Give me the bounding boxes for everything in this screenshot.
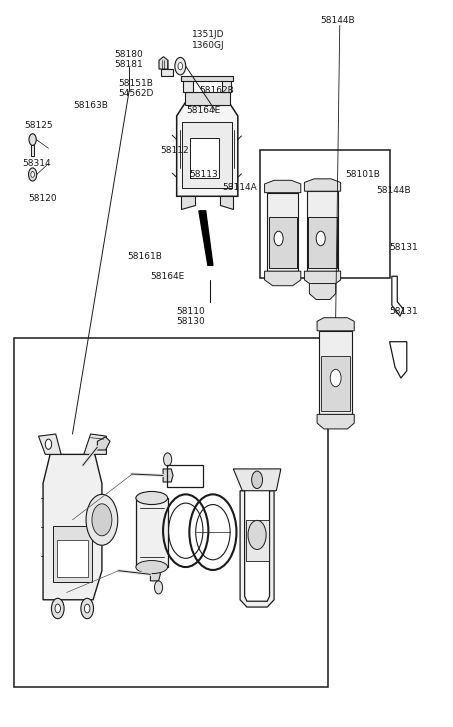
Text: 58120: 58120 bbox=[29, 194, 58, 203]
Bar bbox=[167, 465, 203, 487]
Bar bbox=[321, 356, 350, 411]
Polygon shape bbox=[304, 271, 341, 286]
Circle shape bbox=[175, 57, 186, 75]
Text: 58110
58130: 58110 58130 bbox=[176, 307, 205, 326]
Circle shape bbox=[154, 581, 163, 594]
Polygon shape bbox=[97, 437, 110, 450]
Text: 58180
58181: 58180 58181 bbox=[115, 50, 144, 69]
Text: 58163B: 58163B bbox=[73, 101, 108, 110]
Circle shape bbox=[274, 231, 283, 246]
Text: 58164E: 58164E bbox=[187, 106, 221, 115]
Polygon shape bbox=[181, 196, 195, 209]
Polygon shape bbox=[222, 80, 231, 92]
Bar bbox=[181, 76, 233, 81]
Text: 58131: 58131 bbox=[389, 307, 418, 316]
Bar bbox=[136, 498, 168, 567]
Text: 58131: 58131 bbox=[389, 243, 418, 252]
Polygon shape bbox=[267, 193, 298, 271]
Circle shape bbox=[86, 494, 118, 545]
Polygon shape bbox=[319, 331, 352, 414]
Bar bbox=[246, 520, 269, 561]
Polygon shape bbox=[31, 145, 34, 156]
Text: 58151B
54562D: 58151B 54562D bbox=[118, 79, 154, 98]
Circle shape bbox=[29, 134, 36, 145]
Bar bbox=[53, 526, 92, 582]
Circle shape bbox=[29, 168, 37, 181]
Text: 58101B: 58101B bbox=[345, 170, 380, 179]
Polygon shape bbox=[177, 102, 238, 196]
Circle shape bbox=[92, 504, 112, 536]
Circle shape bbox=[100, 439, 106, 449]
Circle shape bbox=[81, 598, 93, 619]
Polygon shape bbox=[43, 454, 102, 600]
Circle shape bbox=[55, 604, 61, 613]
Bar bbox=[260, 150, 390, 278]
Polygon shape bbox=[84, 434, 106, 454]
Circle shape bbox=[164, 453, 172, 466]
Polygon shape bbox=[309, 284, 336, 300]
Polygon shape bbox=[265, 271, 301, 286]
Circle shape bbox=[31, 172, 34, 177]
Circle shape bbox=[248, 521, 266, 550]
Bar bbox=[14, 338, 328, 687]
Circle shape bbox=[84, 604, 90, 613]
Text: 58125: 58125 bbox=[24, 121, 53, 129]
Polygon shape bbox=[39, 434, 61, 454]
Circle shape bbox=[330, 369, 341, 387]
Text: 58114A: 58114A bbox=[223, 183, 257, 192]
Polygon shape bbox=[199, 211, 213, 265]
Text: 58144B: 58144B bbox=[320, 16, 355, 25]
Circle shape bbox=[178, 63, 183, 70]
Bar bbox=[269, 217, 297, 268]
Bar bbox=[161, 69, 173, 76]
Text: 58164E: 58164E bbox=[150, 272, 185, 281]
Text: 58113: 58113 bbox=[189, 170, 218, 179]
Text: 58112: 58112 bbox=[160, 146, 189, 155]
Text: 1351JD
1360GJ: 1351JD 1360GJ bbox=[192, 31, 225, 49]
Polygon shape bbox=[159, 57, 168, 69]
Polygon shape bbox=[183, 80, 193, 92]
Polygon shape bbox=[317, 414, 354, 429]
Polygon shape bbox=[240, 491, 274, 607]
Bar bbox=[185, 92, 230, 105]
Polygon shape bbox=[150, 568, 160, 581]
Bar bbox=[190, 138, 219, 178]
Circle shape bbox=[52, 598, 64, 619]
Circle shape bbox=[252, 471, 262, 489]
Bar bbox=[182, 122, 232, 188]
Text: 58161B: 58161B bbox=[128, 252, 162, 261]
Polygon shape bbox=[317, 318, 354, 331]
Polygon shape bbox=[304, 179, 341, 191]
Bar bbox=[308, 217, 337, 268]
Ellipse shape bbox=[136, 491, 168, 505]
Bar bbox=[57, 540, 88, 577]
Circle shape bbox=[316, 231, 325, 246]
Text: 58144B: 58144B bbox=[376, 186, 410, 195]
Polygon shape bbox=[265, 180, 301, 193]
Text: 58314: 58314 bbox=[22, 159, 51, 168]
Polygon shape bbox=[220, 196, 233, 209]
Polygon shape bbox=[233, 469, 281, 491]
Polygon shape bbox=[163, 469, 173, 482]
Circle shape bbox=[45, 439, 52, 449]
Polygon shape bbox=[307, 191, 338, 271]
Ellipse shape bbox=[136, 561, 168, 574]
Text: 58162B: 58162B bbox=[199, 87, 234, 95]
